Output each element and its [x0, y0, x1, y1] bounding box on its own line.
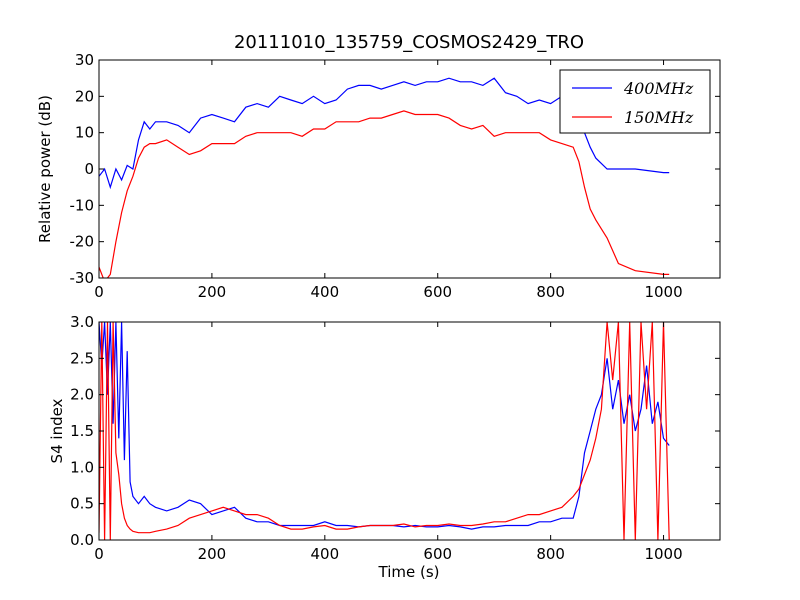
series-line-150mhz	[99, 110, 670, 278]
x-tick-label: 200	[198, 545, 227, 563]
x-tick-label: 800	[536, 545, 565, 563]
y-tick-label: 30	[75, 51, 94, 69]
y-tick-label: 0	[84, 160, 94, 178]
top-panel: 0 200 400 600 800 1000 -30 -20 -10 0 10 20 30 Relati…	[36, 51, 721, 301]
power-ylabel: Relative power (dB)	[36, 95, 54, 243]
legend-label-400mhz: 400MHz	[623, 79, 694, 98]
y-tick-label: 10	[75, 124, 94, 142]
y-tick-label: 1.5	[70, 422, 94, 440]
time-xlabel: Time (s)	[378, 563, 440, 581]
s4-ylabel: S4 index	[48, 398, 66, 463]
bottom-panel-ticks: 0 200 400 600 800 1000 0.0 0.5 1.0 1.5 2.0 2.5 3.0	[70, 313, 720, 563]
x-tick-label: 600	[423, 283, 452, 301]
x-tick-label: 600	[423, 545, 452, 563]
x-tick-label: 0	[94, 283, 104, 301]
y-tick-label: -30	[70, 269, 95, 287]
x-tick-label: 400	[310, 545, 339, 563]
y-tick-label: -10	[70, 196, 95, 214]
x-tick-label: 0	[94, 545, 104, 563]
x-tick-label: 800	[536, 283, 565, 301]
y-tick-label: 3.0	[70, 313, 94, 331]
x-tick-label: 1000	[644, 283, 682, 301]
s4-series-lines	[99, 322, 670, 540]
x-tick-label: 400	[310, 283, 339, 301]
top-panel-ticks: 0 200 400 600 800 1000 -30 -20 -10 0 10 20 30	[70, 51, 720, 301]
y-tick-label: 0.0	[70, 531, 94, 549]
y-tick-label: 2.5	[70, 349, 94, 367]
chart-title: 20111010_135759_COSMOS2429_TRO	[234, 32, 584, 53]
bottom-panel: 0 200 400 600 800 1000 0.0 0.5 1.0 1.5 2.0 2.5 3.0 S…	[48, 313, 721, 581]
x-tick-label: 1000	[644, 545, 682, 563]
y-tick-label: 2.0	[70, 386, 94, 404]
y-tick-label: 0.5	[70, 495, 94, 513]
series-line-400mhz	[99, 322, 670, 530]
y-tick-label: 1.0	[70, 458, 94, 476]
legend: 400MHz 150MHz	[559, 69, 711, 134]
y-tick-label: -20	[70, 233, 95, 251]
legend-box	[559, 69, 711, 134]
x-tick-label: 200	[198, 283, 227, 301]
legend-label-150mhz: 150MHz	[624, 108, 694, 127]
y-tick-label: 20	[75, 87, 94, 105]
series-line-150mhz	[99, 322, 670, 540]
